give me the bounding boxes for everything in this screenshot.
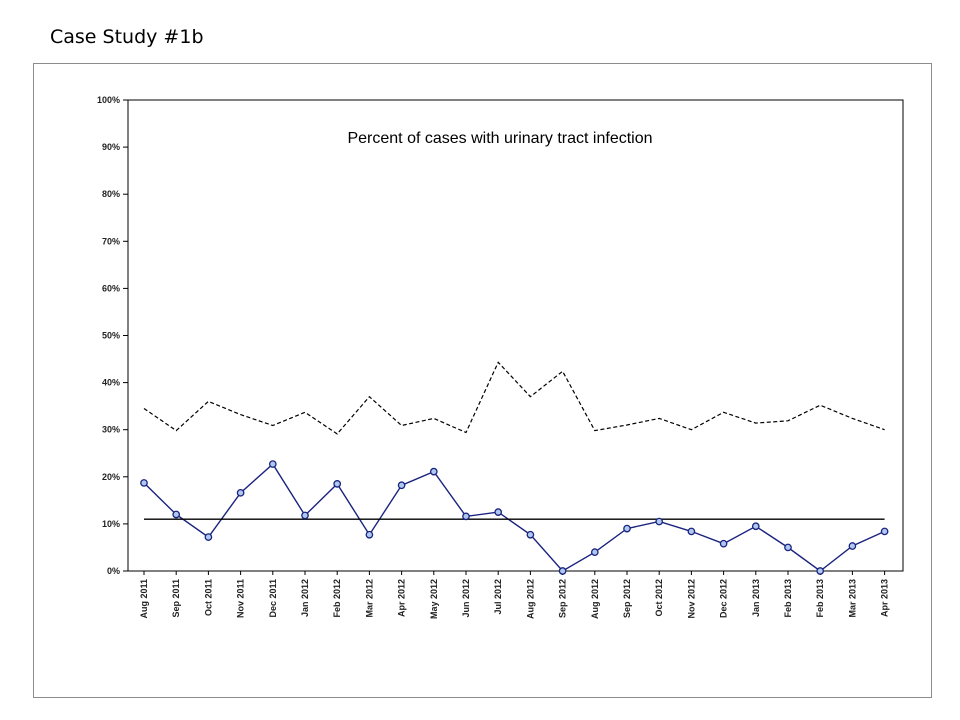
data-point <box>687 527 696 536</box>
y-tick-label: 30% <box>102 425 120 435</box>
data-point <box>462 512 470 521</box>
data-point <box>719 539 728 548</box>
upper-limit-line <box>143 361 885 435</box>
y-tick-label: 60% <box>102 283 120 293</box>
y-tick-label: 20% <box>102 472 120 482</box>
x-tick-label: Feb 2013 <box>815 579 825 618</box>
x-axis: Aug 2011 Sep 2011 Oct 2011 Nov 2011 Dec 2011… <box>139 571 890 619</box>
y-axis: 0% 10% 20% 30% 40% 50% 60% 70% 80% 90% 100% <box>97 95 128 576</box>
x-tick-label: Sep 2012 <box>622 579 632 618</box>
y-tick-label: 40% <box>102 378 120 388</box>
x-tick-label: May 2012 <box>429 579 439 619</box>
x-tick-label: Jun 2012 <box>461 579 471 618</box>
data-point <box>848 542 857 550</box>
series-lines <box>143 361 885 572</box>
data-point <box>880 527 889 536</box>
data-point <box>816 567 825 575</box>
x-tick-label: Jul 2012 <box>493 579 503 615</box>
data-point <box>365 530 374 539</box>
data-point <box>172 510 181 519</box>
data-point <box>140 479 148 487</box>
data-point <box>526 530 535 539</box>
data-point <box>623 524 631 533</box>
data-point <box>301 511 309 520</box>
y-tick-label: 80% <box>102 189 120 199</box>
x-tick-label: Apr 2012 <box>397 579 407 617</box>
x-tick-label: Mar 2013 <box>847 579 857 618</box>
chart-title: Percent of cases with urinary tract infe… <box>347 130 652 147</box>
x-tick-label: Oct 2012 <box>654 579 664 617</box>
data-point <box>494 508 503 516</box>
x-tick-label: Jan 2012 <box>300 579 310 617</box>
x-tick-label: Mar 2012 <box>364 579 374 618</box>
plot-area <box>127 99 904 572</box>
x-tick-label: Nov 2011 <box>236 579 246 618</box>
data-point <box>204 533 213 541</box>
data-point <box>751 522 760 531</box>
x-tick-label: Sep 2011 <box>171 579 181 618</box>
data-point <box>590 548 599 557</box>
x-tick-label: Dec 2012 <box>719 579 729 618</box>
x-tick-label: Dec 2011 <box>268 579 278 618</box>
x-tick-label: Sep 2012 <box>558 579 568 618</box>
x-tick-label: Nov 2012 <box>686 579 696 619</box>
y-tick-label: 70% <box>102 236 120 246</box>
y-tick-label: 10% <box>102 519 120 529</box>
y-tick-label: 90% <box>102 142 120 152</box>
data-point <box>784 543 792 552</box>
x-tick-label: Oct 2011 <box>203 579 213 616</box>
x-tick-label: Jan 2013 <box>751 579 761 617</box>
chart-frame <box>33 63 932 698</box>
x-tick-label: Aug 2012 <box>525 579 535 619</box>
x-tick-label: Aug 2011 <box>139 579 149 619</box>
data-point <box>558 567 567 575</box>
y-tick-label: 50% <box>102 331 120 341</box>
data-point <box>655 517 664 526</box>
x-tick-label: Aug 2012 <box>590 579 600 619</box>
data-point <box>397 481 406 490</box>
uti-rate-line <box>143 463 885 572</box>
x-tick-label: Apr 2013 <box>880 579 890 617</box>
data-point <box>429 467 438 476</box>
y-tick-label: 0% <box>107 566 120 576</box>
x-tick-label: Feb 2013 <box>783 579 793 618</box>
slide-title: Case Study #1b <box>50 26 204 48</box>
data-point <box>333 480 342 488</box>
data-point <box>236 488 245 497</box>
series-markers <box>140 460 889 575</box>
x-tick-label: Feb 2012 <box>332 579 342 618</box>
data-point <box>268 460 277 468</box>
y-tick-label: 100% <box>97 95 120 105</box>
